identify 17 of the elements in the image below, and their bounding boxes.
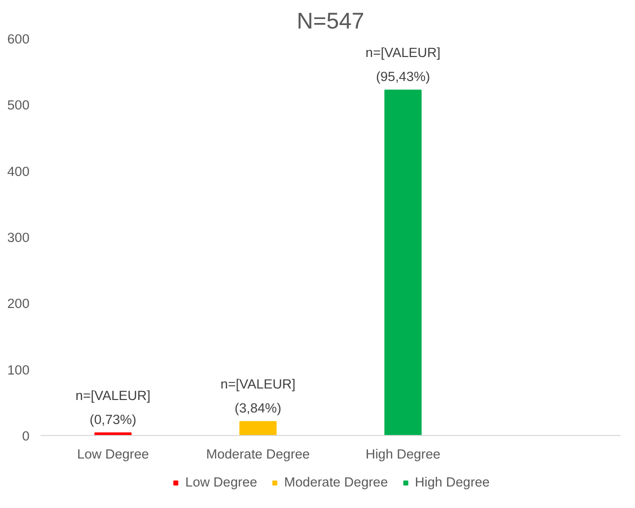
y-tick-label: 400 [7,164,30,179]
annotation: n=[VALEUR] (3,84%) [220,376,296,416]
y-tick-label: 600 [7,32,30,46]
legend-label: Moderate Degree [284,474,388,490]
y-tick-label: 300 [7,230,30,245]
y-tick-label: 500 [7,98,30,113]
chart-title: N=547 [296,8,364,34]
legend-label: Low Degree [185,474,258,490]
y-tick-label: 0 [22,428,30,444]
x-tick-label: Low Degree [77,446,149,462]
legend-label: High Degree [414,474,490,490]
x-tick-label: Moderate Degree [206,446,310,462]
x-tick-label: High Degree [366,446,440,462]
annotation: n=[VALEUR] (0,73%) [76,388,150,427]
annotation: n=[VALEUR] (95,43%) [366,45,440,84]
y-tick-label: 200 [7,296,30,312]
y-tick-label: 100 [7,362,30,378]
